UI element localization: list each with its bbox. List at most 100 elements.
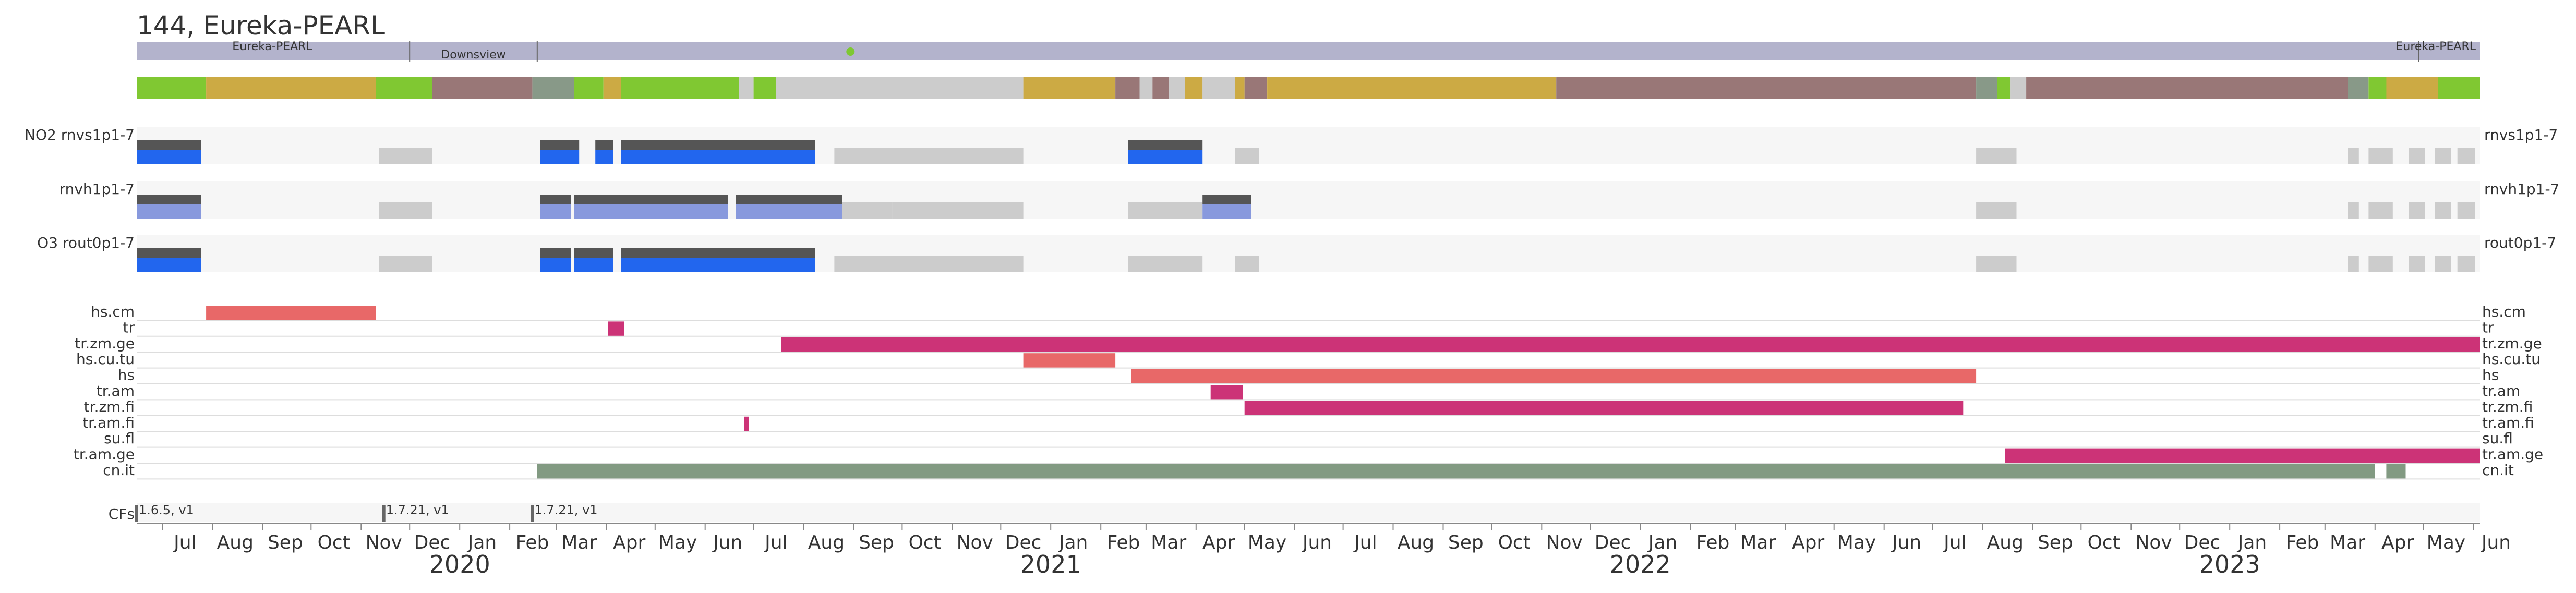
month-tick-label: Jun	[1891, 532, 1921, 553]
data-upper-band	[621, 248, 815, 258]
flag-span	[608, 321, 624, 336]
flag-row-left-label: tr.am.ge	[74, 446, 135, 463]
month-tick-label: Dec	[1595, 532, 1631, 553]
data-lower-band	[1128, 150, 1203, 164]
data-gap	[1235, 148, 1259, 164]
month-tick-label: Mar	[561, 532, 597, 553]
data-lower-band	[137, 150, 201, 164]
data-gap	[2409, 202, 2425, 219]
cfs-event-label: 1.7.21, v1	[535, 503, 598, 517]
data-upper-band	[736, 195, 842, 204]
data-lower-band	[621, 150, 815, 164]
data-gap	[2457, 256, 2475, 272]
month-tick-label: Oct	[318, 532, 350, 553]
data-gap	[2348, 148, 2359, 164]
flag-row-left-label: hs.cu.tu	[76, 350, 135, 368]
data-gap	[1128, 202, 1203, 219]
data-gap	[1976, 256, 2017, 272]
status-segment	[1169, 77, 1185, 99]
year-label: 2021	[1020, 550, 1081, 578]
status-segment	[1185, 77, 1203, 99]
status-segment	[376, 77, 432, 99]
status-segment	[621, 77, 739, 99]
status-segment	[2386, 77, 2438, 99]
status-segment	[1267, 77, 1557, 99]
month-tick-label: Jul	[764, 532, 787, 553]
month-tick-label: May	[1837, 532, 1876, 553]
flag-span	[2005, 448, 2480, 463]
data-gap	[2409, 148, 2425, 164]
flag-span	[1210, 385, 1243, 400]
flag-row-right-label: tr.am.ge	[2482, 446, 2543, 463]
flag-row-right-label: hs.cm	[2482, 303, 2526, 320]
data-upper-band	[621, 140, 815, 150]
month-tick-label: Aug	[1398, 532, 1434, 553]
data-upper-band	[137, 248, 201, 258]
data-lower-band	[1202, 204, 1251, 219]
status-segment	[1115, 77, 1140, 99]
data-upper-band	[574, 195, 728, 204]
status-segment	[1235, 77, 1245, 99]
status-segment	[2348, 77, 2369, 99]
cfs-label: CFs	[109, 505, 135, 523]
data-gap	[2348, 256, 2359, 272]
month-tick-label: Sep	[268, 532, 303, 553]
data-gap	[379, 256, 432, 272]
flag-row-left-label: tr.am.fi	[82, 414, 135, 431]
month-tick-label: May	[658, 532, 697, 553]
year-label: 2023	[2199, 550, 2260, 578]
month-tick-label: Feb	[2286, 532, 2319, 553]
data-gap	[379, 148, 432, 164]
data-track-left-label: NO2 rnvs1p1-7	[25, 126, 135, 143]
month-tick-label: Jun	[1302, 532, 1332, 553]
flag-span	[781, 337, 2480, 352]
chart-title: 144, Eureka-PEARL	[137, 10, 385, 41]
flag-row-right-label: hs.cu.tu	[2482, 350, 2541, 368]
month-tick-label: Jun	[2481, 532, 2511, 553]
month-tick-label: Aug	[808, 532, 845, 553]
location-timeline: Eureka-PEARL Downsview Eureka-PEARL	[137, 40, 2480, 62]
data-upper-band	[1128, 140, 1203, 150]
year-label: 2020	[429, 550, 490, 578]
data-upper-band	[574, 248, 613, 258]
data-gap	[1128, 256, 1203, 272]
data-gap	[1976, 202, 2017, 219]
month-tick-label: May	[2427, 532, 2465, 553]
status-segment	[1023, 77, 1116, 99]
data-gap	[1976, 148, 2017, 164]
flag-span	[1023, 353, 1116, 368]
data-upper-band	[137, 195, 201, 204]
data-gap	[2368, 148, 2393, 164]
data-track-right-label: rout0p1-7	[2484, 234, 2556, 251]
flag-row-right-label: su.fl	[2482, 430, 2513, 447]
data-lower-band	[540, 258, 571, 272]
flag-span	[537, 464, 2375, 479]
month-tick-label: Dec	[2184, 532, 2221, 553]
month-tick-label: Apr	[1792, 532, 1824, 553]
month-tick-label: Apr	[1202, 532, 1235, 553]
data-tracks: NO2 rnvs1p1-7 rnvs1p1-7 rnvh1p1-7 rnvh1p1-7…	[25, 126, 2559, 272]
month-tick-label: Sep	[1448, 532, 1484, 553]
month-tick-label: Nov	[366, 532, 402, 553]
flag-span	[1244, 401, 1964, 415]
month-tick-label: Jan	[2237, 532, 2267, 553]
status-segment	[1556, 77, 1977, 99]
month-tick-label: Feb	[1107, 532, 1140, 553]
flag-row-right-label: tr.am.fi	[2482, 414, 2534, 431]
data-lower-band	[540, 204, 571, 219]
status-segment	[753, 77, 776, 99]
flag-row-left-label: su.fl	[104, 430, 135, 447]
month-tick-label: Oct	[1498, 532, 1531, 553]
flag-span	[1131, 369, 1977, 383]
data-gap	[2457, 148, 2475, 164]
data-upper-band	[540, 195, 571, 204]
flag-span	[206, 306, 376, 320]
location-timeline-bar	[137, 42, 2480, 60]
data-lower-band	[137, 204, 201, 219]
flag-row-left-label: hs.cm	[91, 303, 135, 320]
month-tick-label: Nov	[2135, 532, 2172, 553]
flag-row-right-label: cn.it	[2482, 462, 2514, 479]
flag-span	[2386, 464, 2406, 479]
data-gap	[834, 256, 1024, 272]
